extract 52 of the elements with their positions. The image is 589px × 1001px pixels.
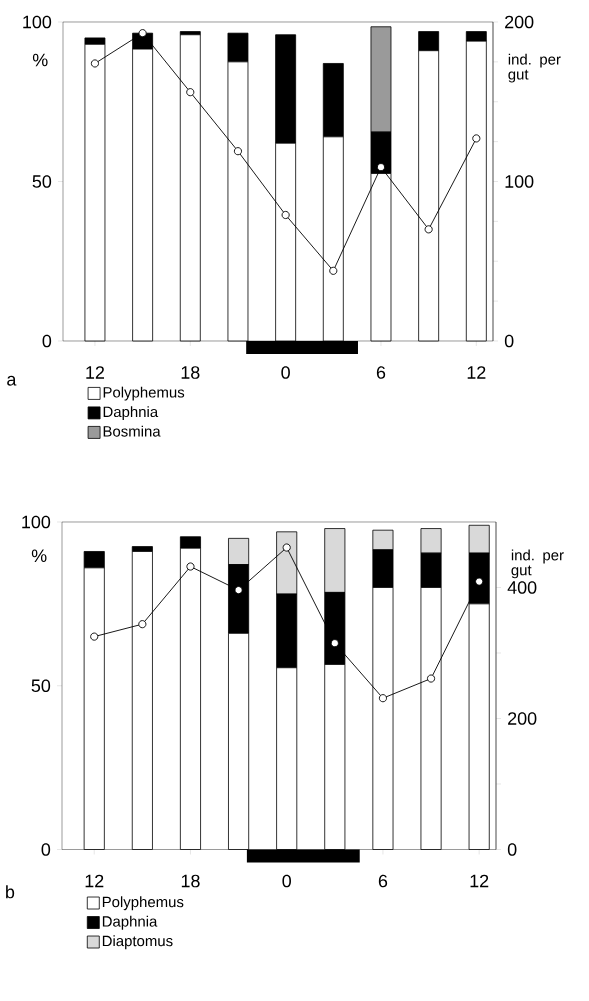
- point: [186, 562, 195, 571]
- y2-tick-label: 400: [507, 581, 537, 594]
- point: [90, 59, 99, 68]
- point: [138, 29, 147, 38]
- point: [90, 632, 99, 641]
- y-tick-label: 50: [32, 175, 52, 188]
- point: [427, 674, 436, 683]
- point: [281, 210, 290, 220]
- text: b: [6, 885, 15, 899]
- y-tick-label: 0: [41, 843, 51, 856]
- point: [472, 134, 481, 143]
- y-tick-label: 50: [31, 679, 51, 693]
- y2-tick-label: 200: [508, 712, 537, 725]
- point: [138, 620, 147, 629]
- point: [376, 163, 386, 172]
- x-tick-label: 6: [376, 366, 386, 379]
- y2-axis-title: ind. per gut: [508, 53, 561, 83]
- point: [330, 639, 339, 648]
- point: [233, 147, 243, 156]
- x-tick-label: 18: [181, 366, 200, 379]
- point: [186, 88, 195, 97]
- point: [424, 225, 433, 234]
- legend-label: Polyphemus: [103, 386, 185, 401]
- point: [329, 266, 338, 275]
- legend-label: Daphnia: [103, 406, 159, 421]
- legend-label: Bosmina: [103, 425, 161, 437]
- y2-axis-title: ind. per gut: [511, 549, 564, 579]
- x-tick-label: 0: [282, 874, 291, 888]
- point: [378, 694, 387, 703]
- y-axis-title: %: [32, 53, 48, 67]
- y-tick-label: 0: [42, 334, 52, 348]
- point: [234, 586, 243, 595]
- legend-label: Daphnia: [102, 915, 158, 930]
- x-tick-label: 12: [85, 874, 104, 888]
- y-axis-title: %: [31, 549, 47, 563]
- text: a: [7, 375, 17, 386]
- x-tick-label: 0: [281, 366, 290, 379]
- y2-tick-label: 200: [505, 15, 534, 29]
- x-tick-label: 12: [470, 874, 489, 888]
- legend-label: Diaptomus: [102, 935, 173, 950]
- point: [475, 577, 484, 586]
- x-tick-label: 6: [378, 874, 388, 888]
- y-tick-label: 100: [23, 15, 52, 29]
- y2-tick-label: 0: [504, 334, 514, 348]
- x-tick-label: 12: [467, 366, 486, 379]
- y-tick-label: 100: [22, 515, 51, 529]
- legend-label: Polyphemus: [102, 896, 184, 911]
- x-tick-label: 12: [86, 366, 105, 379]
- x-tick-label: 18: [181, 874, 200, 888]
- y2-tick-label: 0: [507, 843, 517, 856]
- y2-tick-label: 100: [505, 175, 534, 188]
- point: [282, 543, 291, 552]
